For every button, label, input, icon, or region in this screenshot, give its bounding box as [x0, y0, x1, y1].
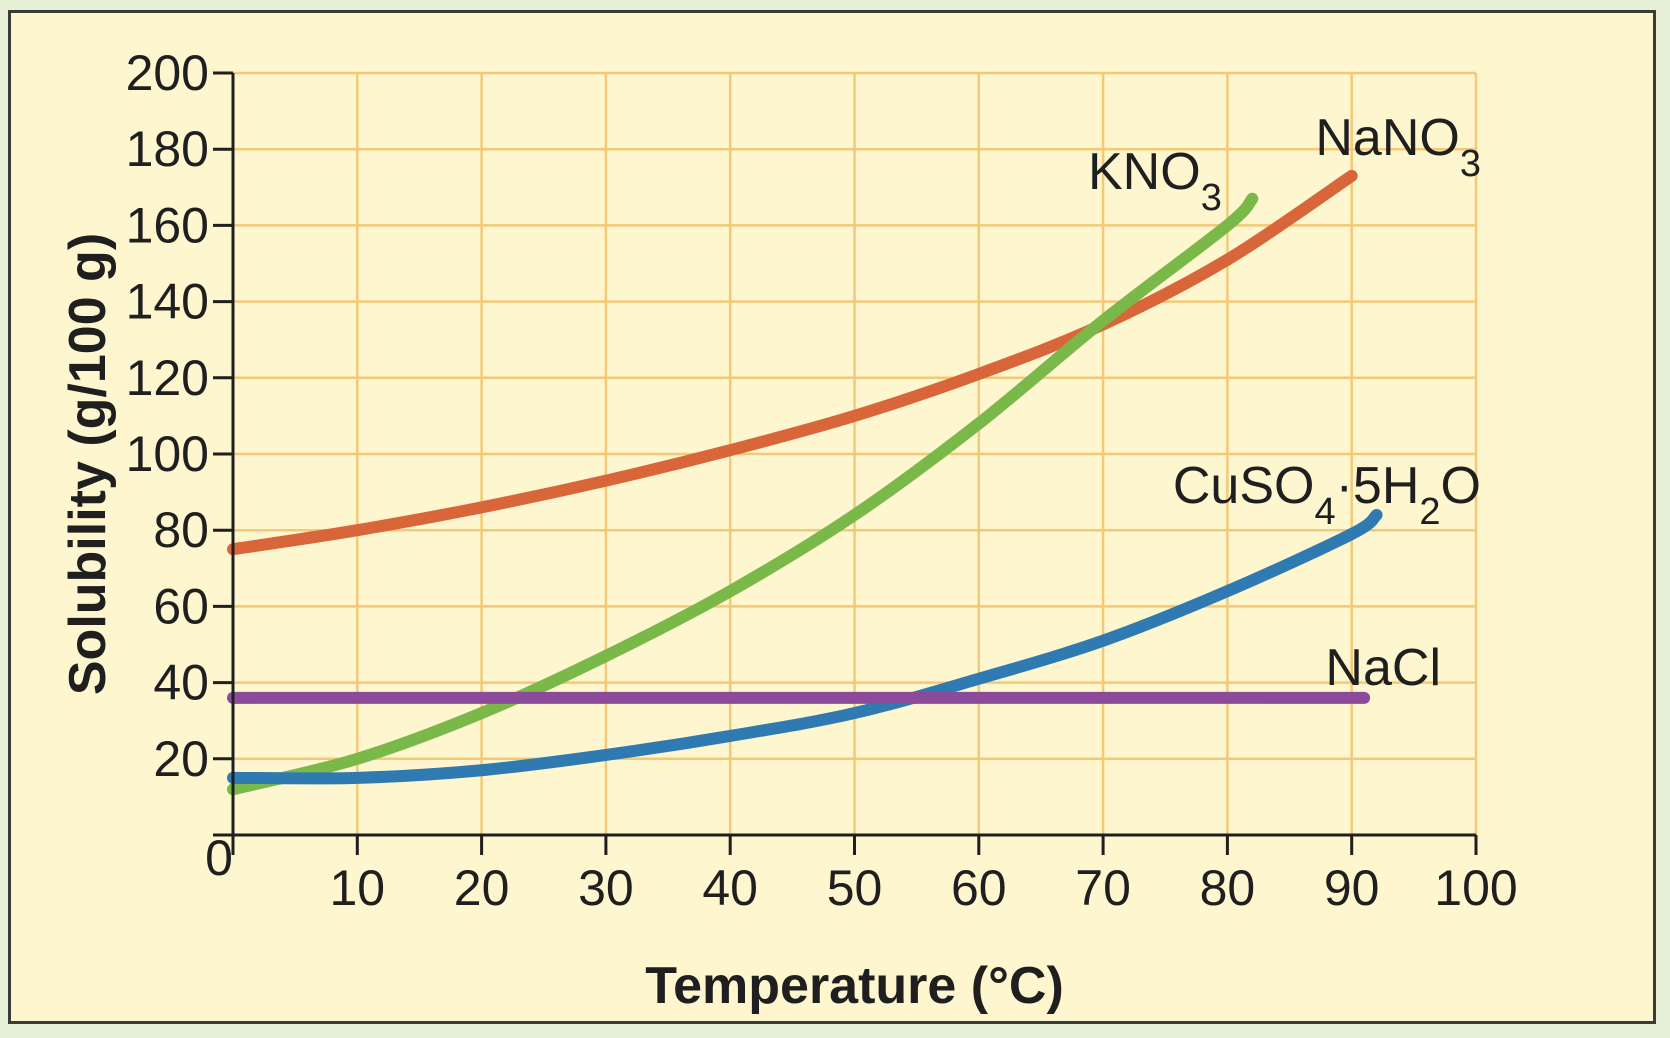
y-axis-title: Solubility (g/100 g)	[59, 233, 117, 695]
x-tick-label: 50	[827, 860, 883, 916]
x-axis-title: Temperature (°C)	[645, 957, 1064, 1015]
x-tick-label: 40	[702, 860, 758, 916]
y-tick-label: 20	[153, 731, 209, 787]
y-tick-label: 40	[153, 655, 209, 711]
y-tick-label: 100	[126, 426, 209, 482]
x-tick-label: 80	[1200, 860, 1256, 916]
x-tick-label: 100	[1434, 860, 1517, 916]
x-tick-label: 90	[1324, 860, 1380, 916]
y-tick-label: 180	[126, 121, 209, 177]
series-label-nano3: NaNO3	[1315, 109, 1481, 185]
y-tick-label: 120	[126, 350, 209, 406]
axes: 20 40 60 80 100 120 140 160 180 200 10 20 30 40 50 60 70…	[59, 45, 1518, 1015]
x-tick-label: 70	[1075, 860, 1131, 916]
x-tick-label: 10	[329, 860, 385, 916]
chart-panel: 20 40 60 80 100 120 140 160 180 200 10 20 30 40 50 60 70…	[8, 10, 1656, 1024]
grid	[233, 71, 1478, 835]
series-label-cuso4-5h2o: CuSO4·5H2O	[1173, 457, 1481, 533]
y-tick-label: 160	[126, 197, 209, 253]
x-tick-label: 30	[578, 860, 634, 916]
x-tick-label: 60	[951, 860, 1007, 916]
solubility-chart: 20 40 60 80 100 120 140 160 180 200 10 20 30 40 50 60 70…	[59, 45, 1518, 1015]
origin-label: 0	[205, 830, 233, 886]
series-line-cuso4-5h2o	[227, 508, 1383, 785]
y-tick-label: 140	[126, 274, 209, 330]
series-line-kno3	[227, 192, 1259, 796]
series-label-nacl: NaCl	[1325, 639, 1441, 697]
series-line-nano3	[227, 169, 1358, 556]
series-labels: NaNO3 KNO3 CuSO4·5H2O NaCl	[1088, 109, 1481, 697]
y-tick-label: 80	[153, 502, 209, 558]
y-tick-label: 60	[153, 578, 209, 634]
x-tick-label: 20	[454, 860, 510, 916]
series-label-kno3: KNO3	[1088, 143, 1222, 219]
series-lines	[227, 169, 1383, 796]
y-tick-label: 200	[126, 45, 209, 101]
